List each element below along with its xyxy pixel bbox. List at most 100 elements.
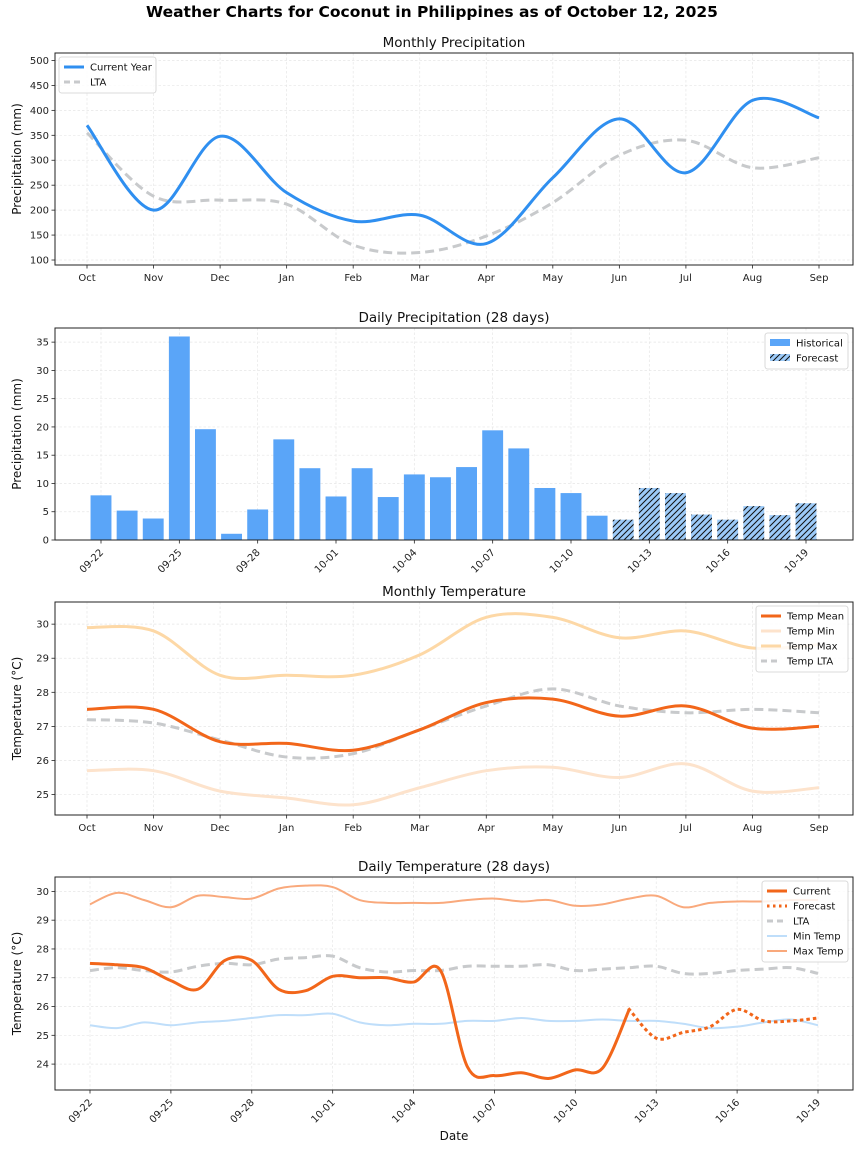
y-tick-label: 350 <box>30 131 49 142</box>
x-tick-label: 09-25 <box>156 547 184 575</box>
y-tick-label: 300 <box>30 156 49 167</box>
x-tick-label: May <box>542 273 563 284</box>
lta-line <box>89 954 819 976</box>
chart-title: Daily Precipitation (28 days) <box>359 310 550 326</box>
historical-bar <box>430 477 451 540</box>
historical-bar <box>560 493 582 540</box>
daily-temperature-chart: 24 25 26 27 28 29 30 09-22 09-25 09-28 10-01 10-04 1… <box>10 859 854 1143</box>
axes-frame <box>54 601 854 816</box>
figure-suptitle: Weather Charts for Coconut in Philippine… <box>146 3 718 21</box>
legend-swatch <box>770 354 790 361</box>
legend-label: Min Temp <box>793 932 841 943</box>
legend-box <box>755 605 849 673</box>
plot-area <box>55 53 853 265</box>
x-tick-label: 09-28 <box>229 1097 257 1125</box>
monthly-temperature-chart: 25 26 27 28 29 30 Oct Nov Dec Jan Feb Mar Apr May Jun J… <box>10 584 854 834</box>
monthly-precipitation-chart: 100 150 200 250 300 350 400 450 500 Oct Nov Dec Jan F… <box>10 35 854 284</box>
legend-label: Temp Mean <box>786 612 844 623</box>
historical-bar <box>90 495 112 540</box>
y-tick-label: 15 <box>36 451 49 462</box>
y-tick-label: 400 <box>30 106 49 117</box>
y-tick-label: 27 <box>36 973 49 984</box>
x-tick-label: 10-10 <box>548 547 576 575</box>
y-tick-label: 150 <box>30 231 49 242</box>
current-year-line <box>85 96 820 246</box>
x-tick-label: Aug <box>743 273 763 284</box>
y-tick-label: 5 <box>43 507 49 518</box>
x-tick-label: 10-19 <box>783 547 811 575</box>
x-tick-label: Sep <box>810 823 829 834</box>
chart-title: Monthly Precipitation <box>383 35 526 51</box>
x-tick-label: Jul <box>679 273 692 284</box>
temp-max-line <box>86 612 820 681</box>
historical-bar <box>403 474 425 540</box>
y-tick-label: 100 <box>30 256 49 267</box>
historical-bar <box>534 487 556 540</box>
y-tick-label: 30 <box>36 620 49 631</box>
x-tick-label: Jul <box>679 823 692 834</box>
y-tick-label: 25 <box>36 394 49 405</box>
legend-label: LTA <box>90 78 107 89</box>
x-tick-label: May <box>542 823 563 834</box>
y-tick-label: 27 <box>36 722 49 733</box>
historical-bar <box>482 430 504 540</box>
x-tick-label: Jan <box>278 823 294 834</box>
y-axis-label: Precipitation (mm) <box>10 378 24 490</box>
historical-bar <box>247 509 269 540</box>
x-tick-label: 09-22 <box>78 547 106 575</box>
legend-box <box>761 880 849 963</box>
forecast-bar <box>717 519 739 540</box>
forecast-bar <box>638 487 660 540</box>
y-tick-label: 10 <box>36 479 49 490</box>
x-tick-label: Mar <box>410 273 430 284</box>
axes-frame <box>54 876 854 1091</box>
forecast-bar <box>743 506 765 540</box>
x-tick-label: 09-28 <box>234 547 262 575</box>
forecast-line <box>627 1007 820 1041</box>
historical-bar <box>456 467 477 540</box>
historical-bar <box>142 518 164 540</box>
historical-bar <box>221 533 242 540</box>
forecast-bar <box>769 515 791 540</box>
x-axis-label: Date <box>440 1129 469 1143</box>
historical-bar <box>273 439 295 540</box>
x-tick-label: 10-07 <box>471 1097 499 1125</box>
legend-label: Temp Max <box>786 642 838 653</box>
y-tick-label: 26 <box>36 756 49 767</box>
y-tick-label: 450 <box>30 81 49 92</box>
y-tick-label: 0 <box>43 536 49 547</box>
historical-bar <box>299 468 321 540</box>
legend-swatch <box>770 339 790 346</box>
x-tick-label: Dec <box>210 823 229 834</box>
y-tick-label: 28 <box>36 944 49 955</box>
x-tick-label: Apr <box>478 273 496 284</box>
historical-bar <box>325 496 347 540</box>
chart-title: Daily Temperature (28 days) <box>358 859 550 875</box>
y-axis-label: Temperature (°C) <box>10 657 24 762</box>
legend-label: Temp LTA <box>786 657 833 668</box>
y-tick-label: 28 <box>36 688 49 699</box>
historical-bar <box>586 515 608 540</box>
forecast-bar <box>665 493 686 540</box>
legend-label: Current Year <box>90 63 153 74</box>
y-tick-label: 30 <box>36 366 49 377</box>
y-tick-label: 29 <box>36 916 49 927</box>
y-tick-label: 500 <box>30 56 49 67</box>
x-tick-label: Jan <box>278 273 294 284</box>
axes-frame <box>54 327 854 541</box>
x-tick-label: Dec <box>210 273 229 284</box>
legend-label: Historical <box>796 339 843 350</box>
x-tick-label: Nov <box>144 823 164 834</box>
y-tick-label: 200 <box>30 206 49 217</box>
legend-label: Forecast <box>793 902 835 913</box>
x-tick-label: 09-22 <box>67 1097 95 1125</box>
x-tick-label: Oct <box>78 273 95 284</box>
x-tick-label: 10-19 <box>795 1097 823 1125</box>
x-tick-label: Jun <box>611 273 628 284</box>
y-tick-label: 20 <box>36 422 49 433</box>
historical-bar <box>195 429 216 540</box>
y-tick-label: 29 <box>36 654 49 665</box>
historical-bar <box>168 336 190 540</box>
lta-line <box>85 131 820 255</box>
